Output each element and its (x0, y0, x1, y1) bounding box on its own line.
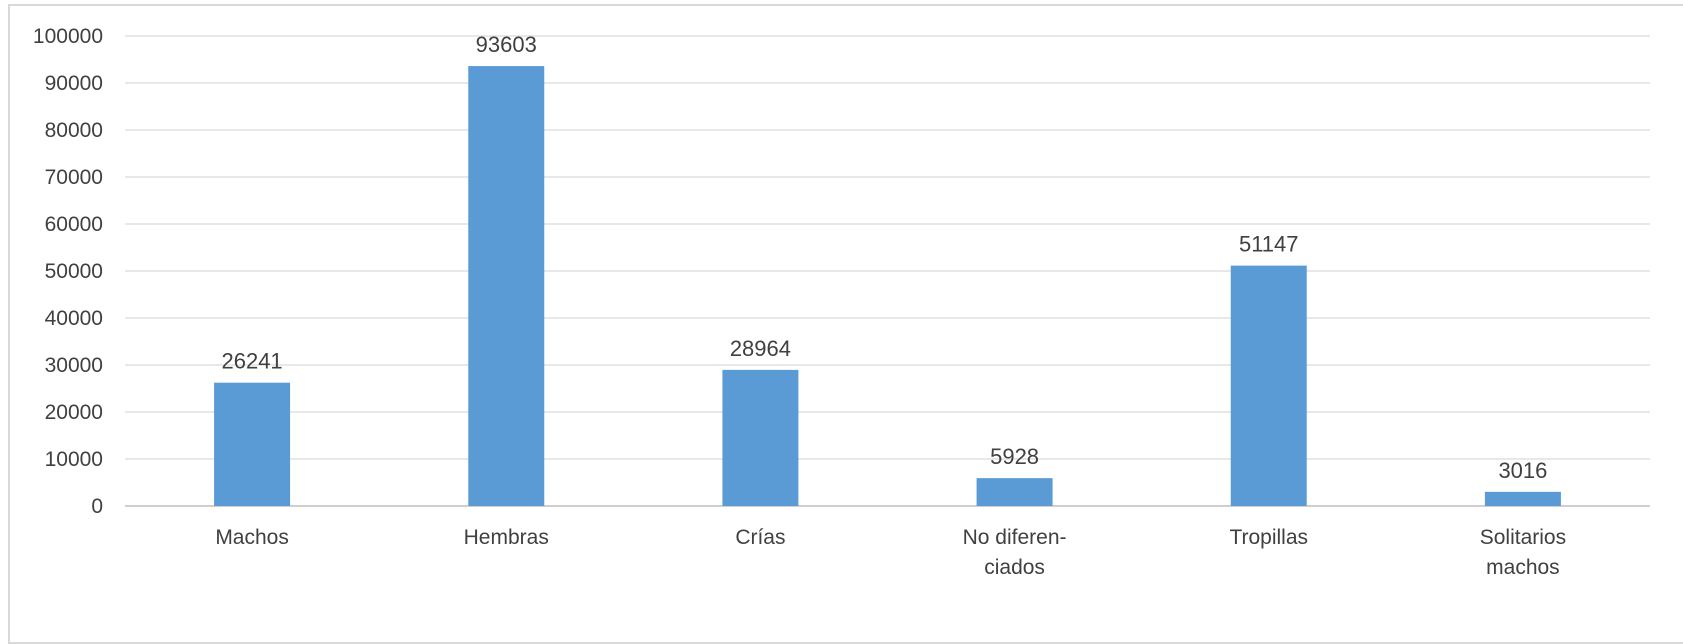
x-category-label: Machos (215, 526, 289, 549)
data-label: 51147 (1239, 232, 1299, 257)
x-category-label: Solitarios (1480, 526, 1566, 549)
bar (214, 382, 291, 506)
y-tick-label: 100000 (33, 25, 103, 48)
data-label: 3016 (1498, 458, 1547, 483)
data-label: 28964 (730, 336, 791, 361)
data-label: 26241 (221, 349, 282, 374)
x-axis-categories: Machos Hembras Crías No diferen-ciados Tropi… (215, 526, 1566, 579)
bars (214, 66, 1561, 506)
x-category-label: machos (1486, 556, 1560, 579)
bar (1230, 265, 1307, 506)
data-label: 93603 (476, 32, 537, 57)
y-tick-label: 10000 (45, 448, 103, 471)
bar (1484, 491, 1561, 506)
y-tick-label: 40000 (45, 307, 103, 330)
y-axis-ticks: 0 10000 20000 30000 40000 50000 60000 70000 8000… (33, 25, 103, 518)
chart-frame (8, 4, 1683, 644)
bar (468, 66, 545, 506)
bar (722, 369, 799, 506)
x-category-label: No diferen- (963, 526, 1067, 549)
y-tick-label: 60000 (45, 213, 103, 236)
y-tick-label: 90000 (45, 72, 103, 95)
x-category-label: Crías (735, 526, 785, 549)
y-tick-label: 80000 (45, 119, 103, 142)
y-tick-label: 50000 (45, 260, 103, 283)
x-category-label: ciados (984, 556, 1045, 579)
data-label: 5928 (990, 444, 1039, 469)
y-tick-label: 70000 (45, 166, 103, 189)
y-tick-label: 30000 (45, 354, 103, 377)
y-tick-label: 0 (91, 495, 103, 518)
x-category-label: Hembras (464, 526, 549, 549)
gridlines (125, 35, 1650, 507)
bar (976, 478, 1053, 506)
x-category-label: Tropillas (1229, 526, 1308, 549)
data-labels: 26241 93603 28964 5928 51147 3016 (221, 32, 1547, 483)
y-tick-label: 20000 (45, 401, 103, 424)
